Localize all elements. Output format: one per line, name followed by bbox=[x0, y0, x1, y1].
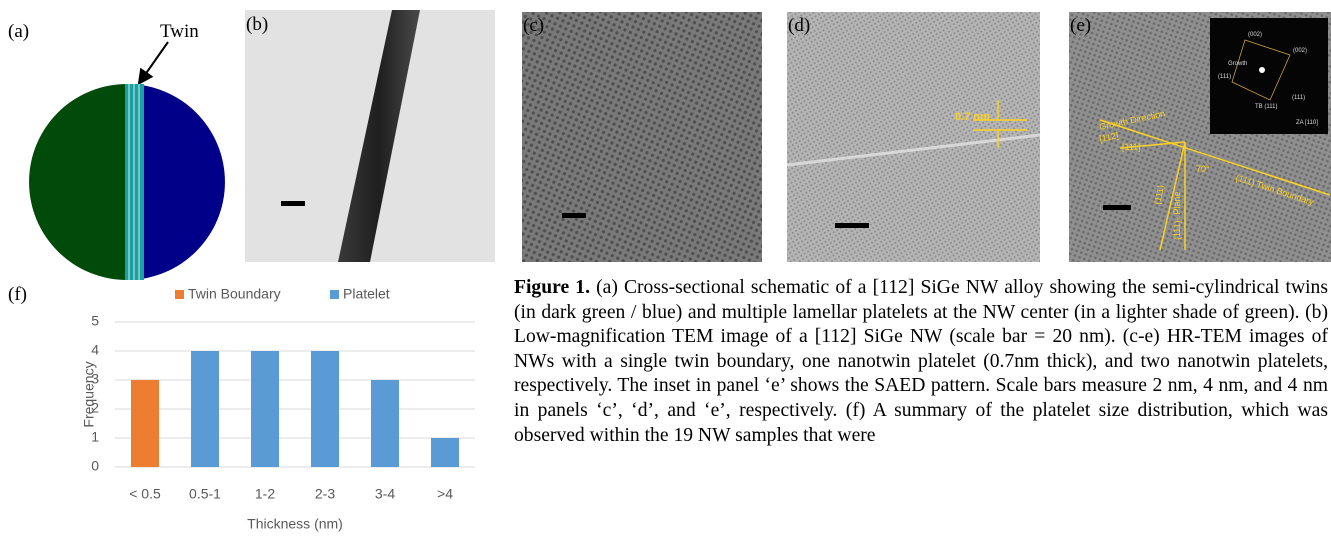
panel-label: (f) bbox=[8, 284, 27, 305]
caption-label: Figure 1. bbox=[514, 277, 590, 298]
schematic bbox=[29, 84, 225, 280]
bar bbox=[131, 380, 159, 467]
inset-label: (111) bbox=[1292, 95, 1305, 101]
inset-label: (002) bbox=[1293, 48, 1307, 54]
bar bbox=[191, 351, 219, 467]
inset-label: ZA [110] bbox=[1296, 120, 1318, 126]
bar bbox=[251, 351, 279, 467]
x-tick-label: 3-4 bbox=[375, 486, 395, 502]
arrow bbox=[140, 42, 168, 82]
x-tick-label: 1-2 bbox=[255, 486, 275, 502]
legend-swatch bbox=[330, 290, 339, 299]
x-tick-label: 0.5-1 bbox=[189, 486, 221, 502]
inset-label: TB (111) bbox=[1255, 104, 1277, 110]
page: {"panels": { "a": {"label": "(a)", "twin… bbox=[0, 0, 1331, 548]
y-tick-label: 0 bbox=[91, 458, 99, 474]
x-tick-label: 2-3 bbox=[315, 486, 335, 502]
panel-label: (b) bbox=[246, 14, 268, 35]
x-tick-label: < 0.5 bbox=[129, 486, 161, 502]
twin-label: Twin bbox=[160, 21, 199, 42]
inset-label: (002) bbox=[1248, 32, 1262, 38]
panel-label: (d) bbox=[788, 15, 810, 36]
tem-image bbox=[787, 12, 1040, 262]
x-axis-title: Thickness (nm) bbox=[247, 516, 343, 532]
panel-label: (a) bbox=[8, 21, 29, 42]
annotation: 70° bbox=[1196, 164, 1210, 174]
inset-label: (111) bbox=[1218, 74, 1231, 80]
annotation: [111] bbox=[1122, 142, 1141, 152]
measure-label: 0.7 nm bbox=[955, 111, 990, 123]
y-tick-label: 5 bbox=[91, 313, 99, 329]
caption-text: (a) Cross-sectional schematic of a [112]… bbox=[514, 277, 1328, 446]
panel-label: (e) bbox=[1070, 15, 1091, 36]
bar bbox=[371, 380, 399, 467]
y-axis-title: Frequency bbox=[81, 361, 97, 427]
caption: Figure 1. (a) Cross-sectional schematic … bbox=[514, 276, 1328, 548]
legend-swatch bbox=[175, 290, 184, 299]
tem-image bbox=[522, 12, 762, 262]
x-tick-label: >4 bbox=[437, 486, 453, 502]
bar bbox=[311, 351, 339, 467]
annotation: (111)ₛ Plane bbox=[1172, 191, 1182, 240]
inset-label: Growth bbox=[1228, 61, 1247, 67]
bar bbox=[431, 438, 459, 467]
y-tick-label: 4 bbox=[91, 342, 99, 358]
panel-label: (c) bbox=[523, 15, 544, 36]
legend-label: Platelet bbox=[343, 286, 390, 302]
legend-label: Twin Boundary bbox=[188, 286, 281, 302]
y-tick-label: 1 bbox=[91, 429, 99, 445]
tem-image bbox=[245, 10, 495, 262]
